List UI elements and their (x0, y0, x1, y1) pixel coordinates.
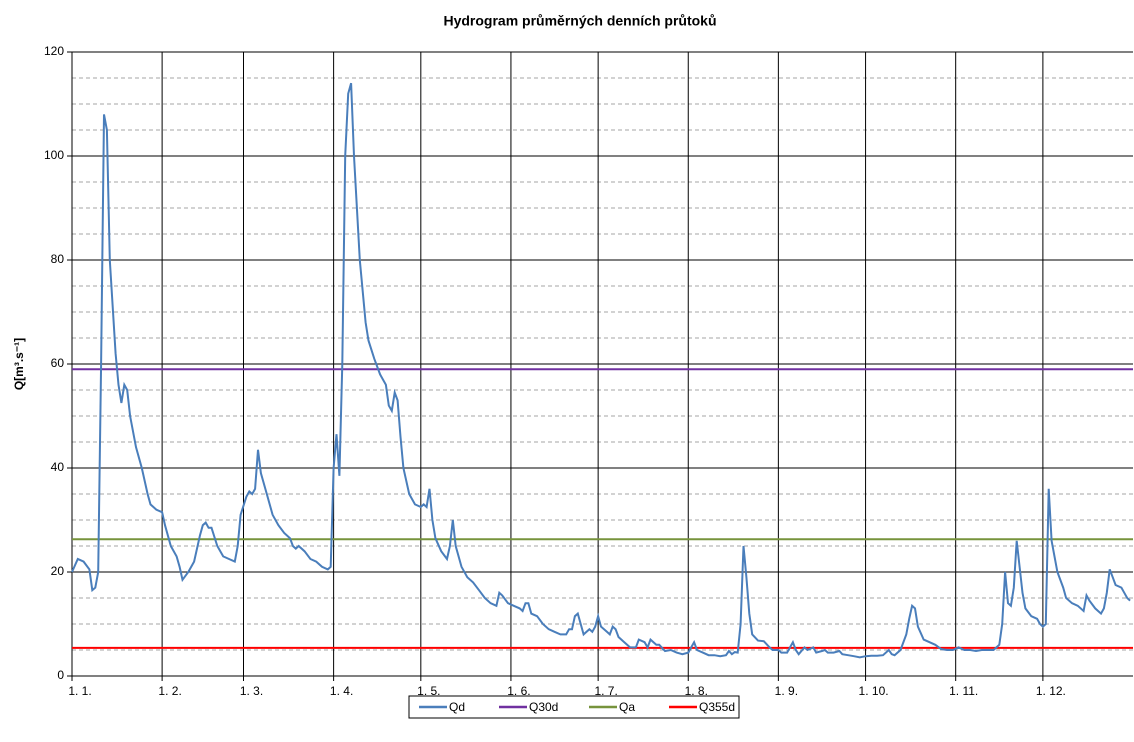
x-tick-label: 1. 4. (330, 684, 353, 698)
legend-label: Qd (449, 700, 465, 714)
x-tick-label: 1. 11. (949, 684, 978, 698)
chart-title: Hydrogram průměrných denních průtoků (443, 13, 716, 29)
x-tick-label: 1. 2. (158, 684, 181, 698)
y-tick-label: 60 (51, 356, 65, 370)
y-tick-label: 20 (51, 564, 65, 578)
legend-label: Qa (619, 700, 635, 714)
legend-label: Q355d (699, 700, 735, 714)
y-tick-label: 40 (51, 460, 65, 474)
x-tick-label: 1. 1. (68, 684, 91, 698)
x-tick-label: 1. 10. (859, 684, 889, 698)
x-tick-label: 1. 7. (594, 684, 617, 698)
legend-label: Q30d (529, 700, 558, 714)
x-tick-label: 1. 9. (775, 684, 798, 698)
y-tick-label: 120 (44, 44, 64, 58)
x-tick-label: 1. 8. (685, 684, 708, 698)
series-line (71, 82, 1131, 659)
y-tick-label: 100 (44, 148, 64, 162)
y-axis-label: Q[m³.s⁻¹] (12, 338, 26, 390)
x-tick-label: 1. 3. (240, 684, 263, 698)
x-tick-label: 1. 12. (1036, 684, 1066, 698)
y-tick-label: 0 (57, 668, 64, 682)
x-tick-label: 1. 5. (417, 684, 440, 698)
legend-box (408, 695, 740, 719)
y-tick-label: 80 (51, 252, 65, 266)
x-tick-label: 1. 6. (507, 684, 530, 698)
